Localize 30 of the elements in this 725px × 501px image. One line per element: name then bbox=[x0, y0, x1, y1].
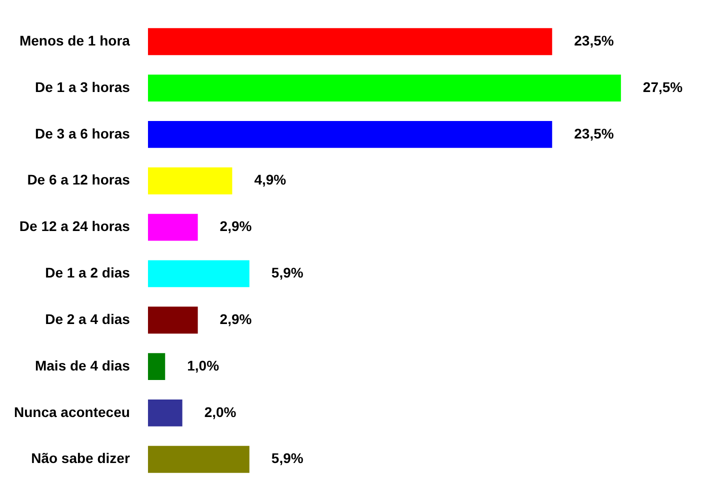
y-tick-label: De 6 a 12 horas bbox=[27, 172, 130, 188]
data-label: 5,9% bbox=[271, 450, 304, 466]
y-tick-label: De 2 a 4 dias bbox=[45, 310, 130, 327]
data-label: 2,0% bbox=[204, 404, 237, 420]
bar bbox=[148, 260, 250, 288]
data-label: 4,9% bbox=[254, 172, 287, 188]
y-tick-label: De 1 a 3 horas bbox=[34, 78, 130, 95]
bar bbox=[148, 167, 232, 194]
y-tick-label: Nunca aconteceu bbox=[14, 404, 130, 420]
bar bbox=[148, 120, 552, 148]
y-tick-label: Mais de 4 dias bbox=[34, 357, 130, 374]
bar bbox=[148, 446, 250, 473]
data-label: 27,5% bbox=[642, 78, 684, 95]
y-tick-label: De 12 a 24 horas bbox=[19, 218, 130, 234]
y-tick-label: De 1 a 2 dias bbox=[45, 264, 130, 281]
bar bbox=[148, 214, 198, 241]
data-label: 2,9% bbox=[220, 218, 252, 234]
data-label: 2,9% bbox=[220, 310, 252, 327]
bar bbox=[148, 74, 621, 102]
data-label: 5,9% bbox=[271, 264, 304, 281]
y-tick-label: Não sabe dizer bbox=[31, 450, 130, 466]
bar bbox=[148, 353, 166, 380]
data-label: 23,5% bbox=[574, 125, 614, 142]
y-tick-label: De 3 a 6 horas bbox=[34, 125, 130, 142]
data-label: 23,5% bbox=[574, 32, 614, 48]
bar bbox=[148, 400, 182, 426]
y-tick-label: Menos de 1 hora bbox=[19, 32, 130, 48]
bar bbox=[148, 28, 552, 56]
bar bbox=[148, 306, 198, 334]
data-label: 1,0% bbox=[187, 357, 220, 374]
